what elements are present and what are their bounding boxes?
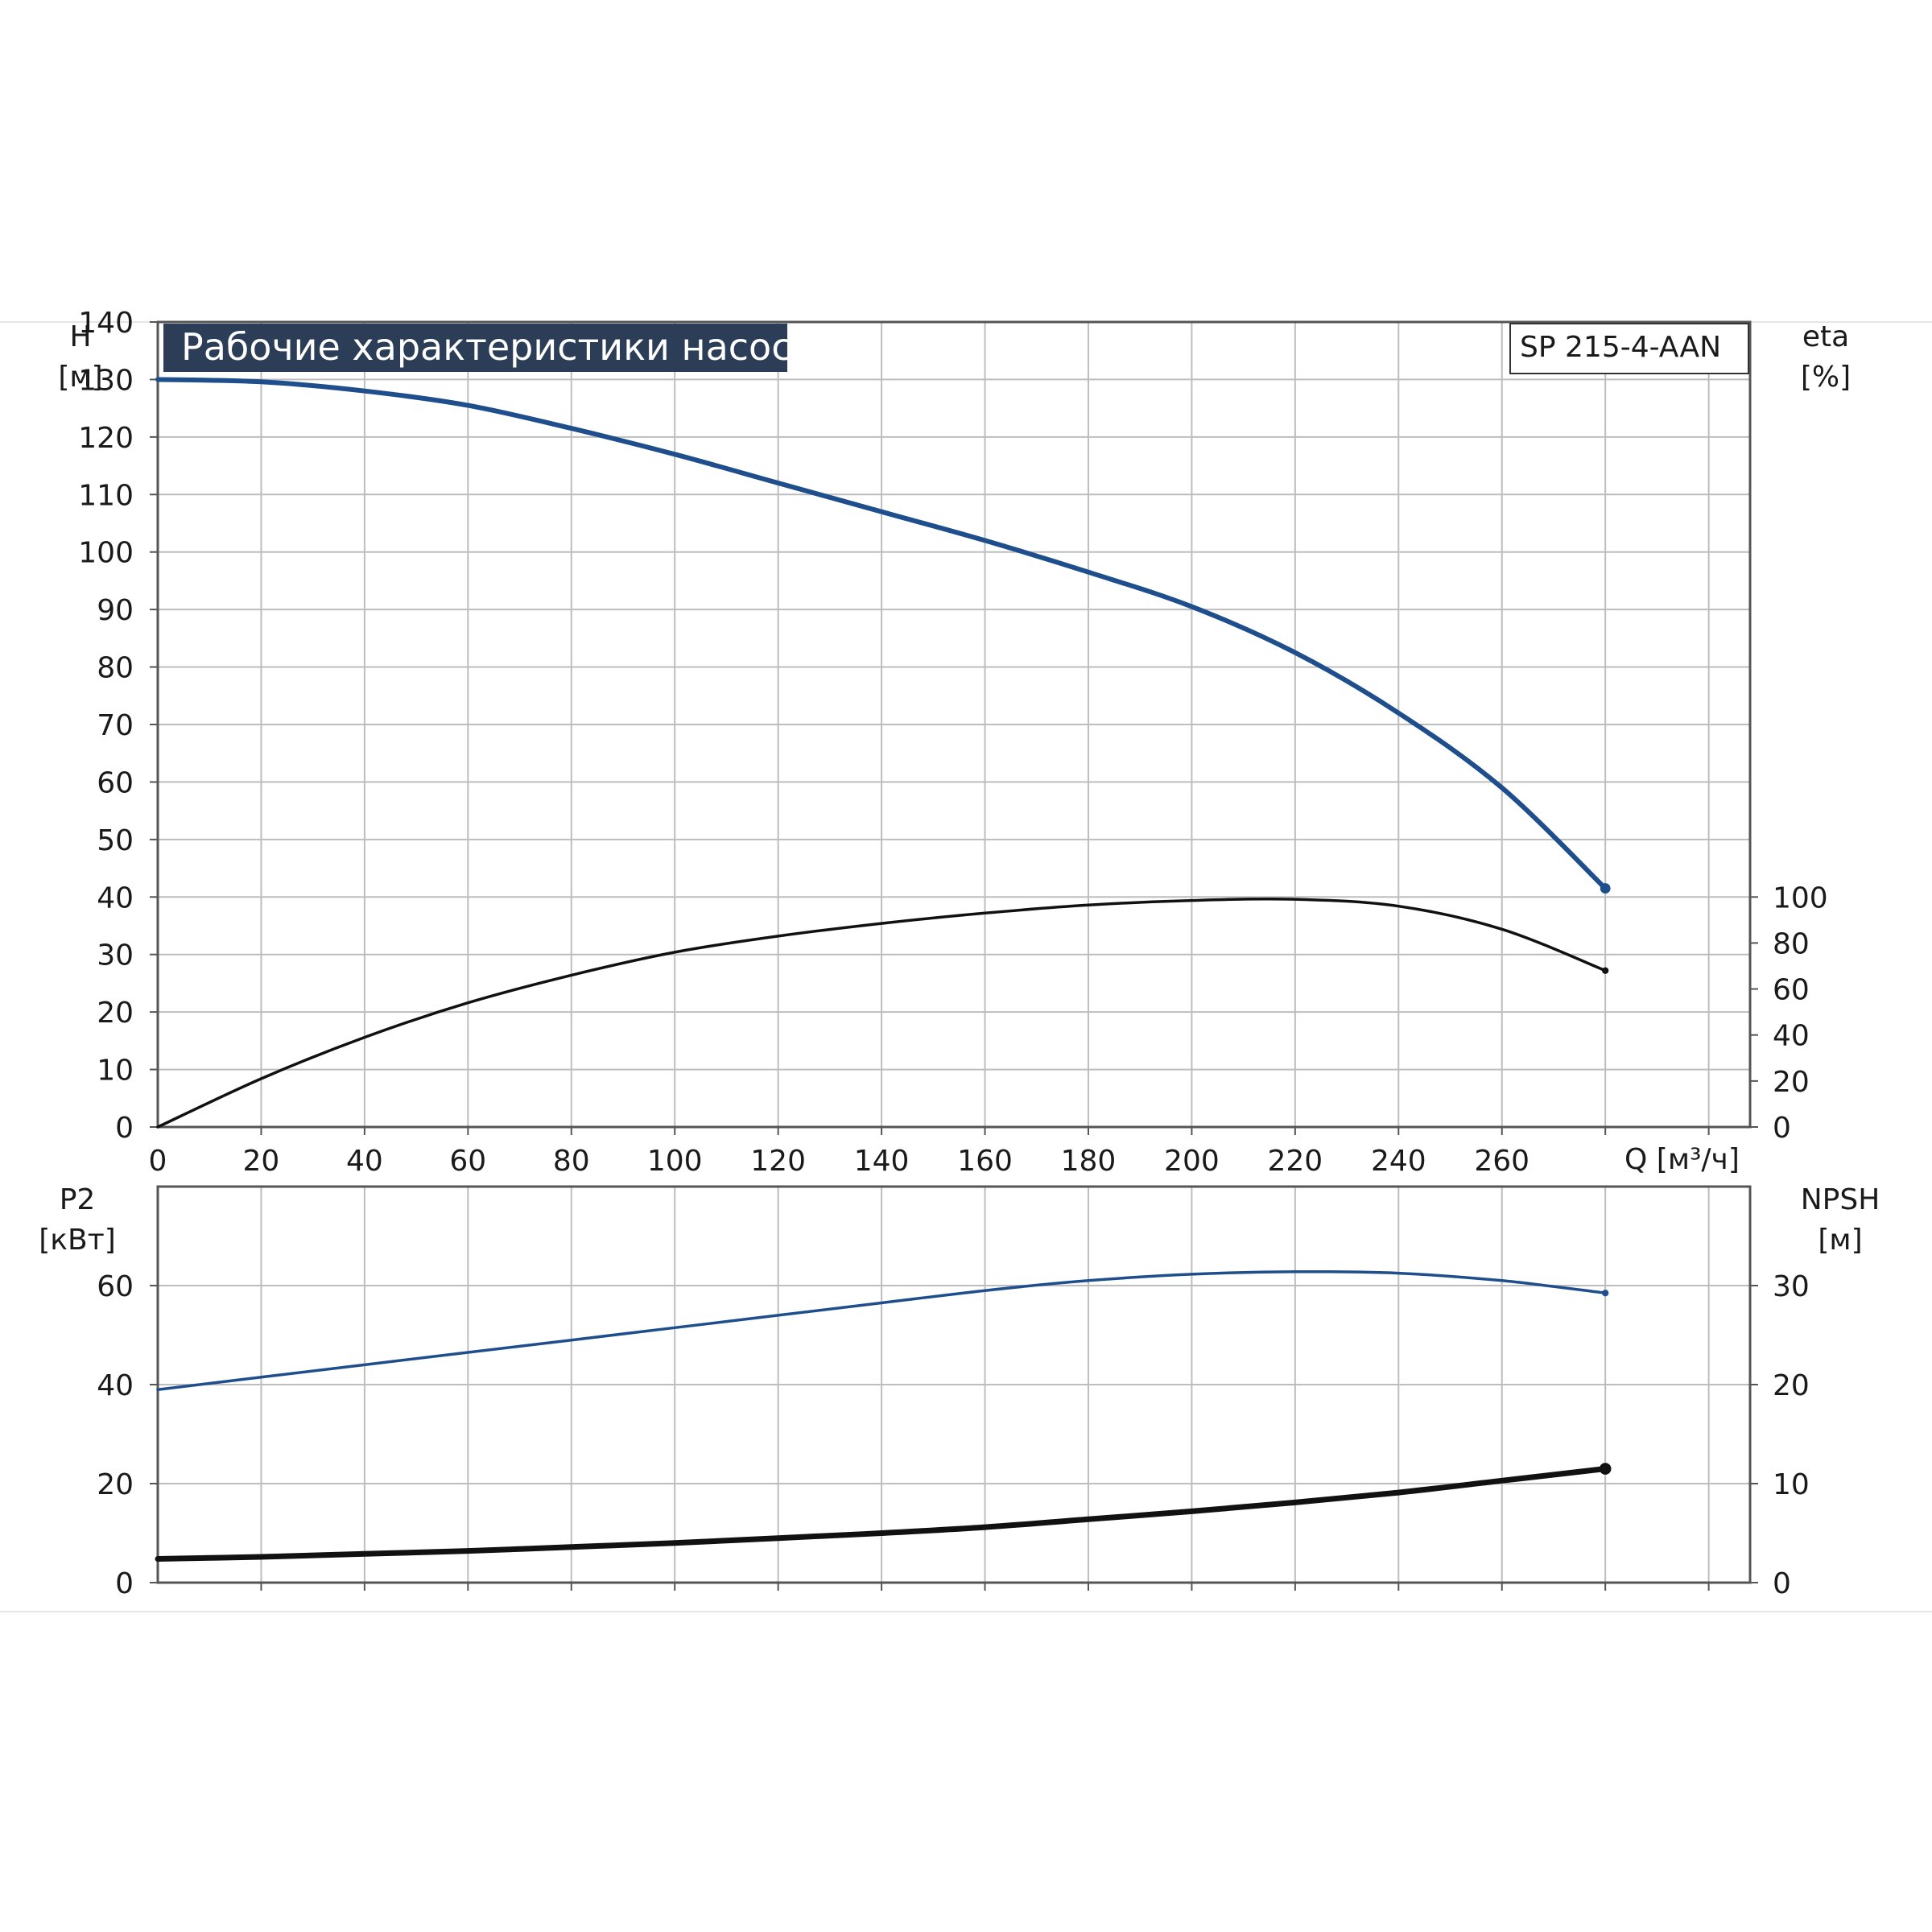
left-tick-label: 140 (78, 307, 134, 340)
left-tick-label: 100 (78, 537, 134, 570)
right-tick-label: 100 (1773, 881, 1828, 914)
eta-axis-unit: [%] (1801, 361, 1851, 394)
series-end-point (1602, 1290, 1609, 1297)
left-tick-label: 20 (97, 1468, 134, 1501)
series-line-1-1 (155, 1466, 1608, 1562)
right-tick-label: 60 (1773, 974, 1810, 1007)
x-tick-label: 100 (647, 1145, 703, 1178)
left-tick-label: 80 (97, 652, 134, 685)
x-tick-label: 0 (149, 1145, 167, 1178)
right-tick-label: 0 (1773, 1112, 1791, 1145)
npsh-axis-unit: [м] (1818, 1224, 1862, 1257)
left-tick-label: 40 (97, 1369, 134, 1402)
x-tick-label: 80 (553, 1145, 590, 1178)
series-line-0-0 (155, 377, 1608, 891)
left-tick-label: 30 (97, 939, 134, 972)
right-tick-label: 20 (1773, 1369, 1810, 1402)
top-plot-frame (156, 320, 1752, 1129)
left-tick-label: 130 (78, 364, 134, 397)
x-tick-label: 220 (1267, 1145, 1323, 1178)
top-chart: 0 10 20 30 40 50 60 70 80 90 100 110 120 130 140 0 20 40 6… (58, 307, 1851, 1178)
bottom-grid (150, 1187, 1758, 1591)
p2-axis-unit: [кВт] (39, 1224, 116, 1257)
x-tick-label: 60 (449, 1145, 486, 1178)
right-tick-label: 30 (1773, 1270, 1810, 1303)
right-tick-label: 80 (1773, 927, 1810, 960)
series-end-point (1599, 1463, 1612, 1475)
series-line-0-1 (156, 897, 1607, 1129)
x-tick-label: 200 (1164, 1145, 1220, 1178)
model-box (1509, 323, 1749, 374)
x-tick-label: 180 (1061, 1145, 1117, 1178)
bottom-chart: 0 20 40 60 0 10 20 30 P2 [кВт] NPSH [м] (39, 1183, 1880, 1600)
left-tick-label: 50 (97, 824, 134, 857)
right-tick-label: 0 (1773, 1567, 1791, 1600)
x-tick-label: 260 (1474, 1145, 1530, 1178)
left-tick-label: 120 (78, 422, 134, 455)
p2-axis-title: P2 (60, 1183, 96, 1216)
left-tick-label: 60 (97, 766, 134, 799)
title-box (163, 324, 787, 372)
x-tick-label: 120 (750, 1145, 806, 1178)
left-tick-label: 0 (115, 1567, 134, 1600)
left-tick-label: 60 (97, 1270, 134, 1303)
x-tick-label: 40 (346, 1145, 383, 1178)
series-end-point (1600, 883, 1611, 894)
right-tick-label: 40 (1773, 1020, 1810, 1053)
x-tick-label: 140 (854, 1145, 910, 1178)
left-tick-label: 90 (97, 594, 134, 627)
bottom-plot-frame (156, 1185, 1752, 1584)
series-end-point (1602, 967, 1609, 974)
series-line-1-0 (156, 1269, 1607, 1391)
left-tick-label: 40 (97, 881, 134, 914)
left-tick-label: 10 (97, 1055, 134, 1088)
eta-axis-title: eta (1802, 320, 1849, 353)
model-label: SP 215-4-AAN (1520, 331, 1721, 364)
h-axis-unit: [м] (58, 361, 102, 394)
h-axis-title: H (69, 320, 91, 353)
bottom-series (155, 1269, 1612, 1562)
q-axis-title: Q [м³/ч] (1624, 1143, 1740, 1176)
x-tick-label: 20 (243, 1145, 280, 1178)
right-tick-label: 20 (1773, 1066, 1810, 1099)
npsh-axis-title: NPSH (1801, 1183, 1880, 1216)
left-tick-label: 70 (97, 709, 134, 742)
right-tick-label: 10 (1773, 1468, 1810, 1501)
top-series (155, 377, 1611, 1129)
x-tick-label: 160 (957, 1145, 1013, 1178)
chart-title: Рабочие характеристики насоса (181, 325, 815, 369)
bottom-tick-labels: 0 20 40 60 0 10 20 30 (97, 1270, 1810, 1600)
x-tick-label: 240 (1371, 1145, 1426, 1178)
left-tick-label: 110 (78, 479, 134, 512)
top-grid (150, 321, 1758, 1135)
left-tick-label: 20 (97, 997, 134, 1030)
top-tick-labels: 0 10 20 30 40 50 60 70 80 90 100 110 120 130 140 0 20 40 6… (78, 307, 1827, 1178)
left-tick-label: 0 (115, 1112, 134, 1145)
